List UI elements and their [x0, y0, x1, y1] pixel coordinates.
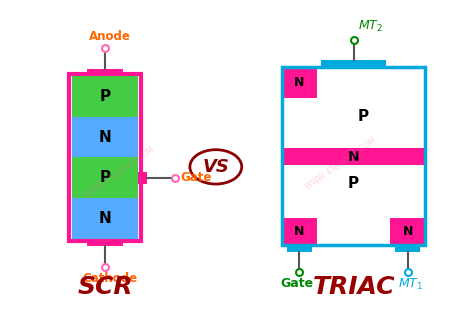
Bar	[321, 60, 386, 67]
Text: Gate: Gate	[181, 171, 212, 184]
Text: P: P	[100, 89, 110, 104]
Text: VS: VS	[202, 158, 229, 176]
Bar	[72, 76, 138, 117]
Text: $MT_1$: $MT_1$	[398, 278, 423, 293]
Text: N: N	[294, 225, 305, 238]
Text: N: N	[402, 225, 413, 238]
Bar	[390, 218, 426, 245]
Bar	[138, 172, 146, 184]
Bar	[282, 67, 317, 98]
Text: WWW. ETechnoG.COM: WWW. ETechnoG.COM	[82, 146, 156, 201]
Bar	[282, 67, 426, 245]
Bar	[282, 148, 426, 165]
Bar	[72, 117, 138, 158]
Bar	[72, 198, 138, 239]
Text: N: N	[99, 211, 111, 226]
Text: N: N	[348, 150, 359, 164]
Bar	[395, 245, 420, 252]
Bar	[69, 74, 141, 241]
Bar	[282, 218, 317, 245]
Text: $MT_2$: $MT_2$	[358, 20, 383, 34]
Text: P: P	[348, 176, 359, 191]
Text: Cathode: Cathode	[82, 272, 137, 285]
Text: N: N	[294, 76, 305, 89]
Text: Gate: Gate	[281, 278, 314, 290]
Text: N: N	[99, 130, 111, 145]
Text: Anode: Anode	[89, 30, 131, 43]
Text: P: P	[100, 170, 110, 185]
Bar	[287, 245, 312, 252]
Bar	[282, 67, 426, 245]
Text: SCR: SCR	[77, 275, 133, 299]
Bar	[87, 239, 123, 246]
Text: TRIAC: TRIAC	[312, 275, 395, 299]
Text: WWW. ETechnoG.COM: WWW. ETechnoG.COM	[304, 136, 377, 192]
Bar	[87, 69, 123, 76]
Text: P: P	[357, 109, 369, 123]
Bar	[72, 158, 138, 198]
